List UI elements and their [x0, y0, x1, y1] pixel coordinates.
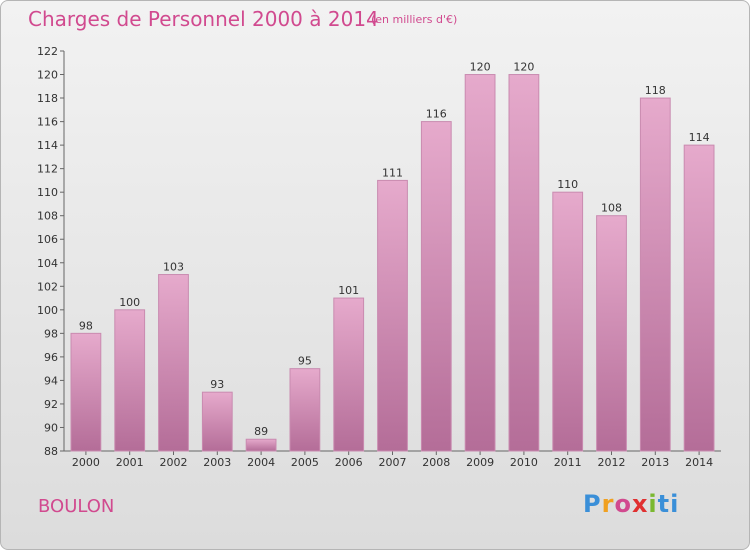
- y-tick-label: 118: [37, 92, 58, 105]
- x-tick-label-2004: 2004: [247, 456, 275, 469]
- y-tick-label: 110: [37, 186, 58, 199]
- data-label-2000: 98: [79, 319, 93, 332]
- location-label: BOULON: [38, 496, 115, 517]
- y-tick-label: 104: [37, 257, 58, 270]
- bar-2008: [420, 121, 452, 452]
- data-label-2007: 111: [382, 166, 403, 179]
- data-label-2011: 110: [557, 178, 578, 191]
- data-label-2005: 95: [298, 355, 312, 368]
- y-tick-label: 102: [37, 280, 58, 293]
- bar-2001: [114, 309, 146, 452]
- x-tick-label-2006: 2006: [335, 456, 363, 469]
- x-tick-label-2008: 2008: [422, 456, 450, 469]
- data-label-2002: 103: [163, 261, 184, 274]
- y-tick-label: 96: [44, 351, 58, 364]
- y-tick-label: 98: [44, 327, 58, 340]
- proxiti-logo: Proxiti: [583, 490, 680, 518]
- data-label-2003: 93: [210, 378, 224, 391]
- y-tick-label: 114: [37, 139, 58, 152]
- y-tick-label: 90: [44, 421, 58, 434]
- bar-2009: [464, 74, 496, 452]
- chart-title: Charges de Personnel 2000 à 2014: [28, 7, 379, 31]
- y-tick-label: 120: [37, 69, 58, 82]
- x-tick-label-2007: 2007: [379, 456, 407, 469]
- data-label-2012: 108: [601, 202, 622, 215]
- x-tick-label-2012: 2012: [598, 456, 626, 469]
- data-label-2014: 114: [689, 131, 710, 144]
- y-tick-label: 108: [37, 210, 58, 223]
- bar-2006: [333, 297, 365, 452]
- x-tick-label-2011: 2011: [554, 456, 582, 469]
- x-tick-label-2002: 2002: [160, 456, 188, 469]
- x-tick-label-2003: 2003: [203, 456, 231, 469]
- bar-2007: [377, 179, 408, 452]
- y-tick-label: 116: [37, 116, 58, 129]
- bar-2010: [508, 74, 540, 452]
- data-label-2001: 100: [119, 296, 140, 309]
- bar-2012: [596, 215, 627, 452]
- x-tick-label-2001: 2001: [116, 456, 144, 469]
- x-tick-label-2000: 2000: [72, 456, 100, 469]
- bar-2005: [289, 368, 321, 452]
- data-label-2009: 120: [470, 61, 491, 74]
- x-tick-label-2009: 2009: [466, 456, 494, 469]
- x-tick-label-2010: 2010: [510, 456, 538, 469]
- x-tick-label-2005: 2005: [291, 456, 319, 469]
- bar-2003: [201, 391, 233, 452]
- bar-2002: [158, 274, 189, 452]
- y-tick-label: 122: [37, 45, 58, 58]
- y-tick-label: 100: [37, 304, 58, 317]
- bar-2000: [70, 332, 102, 452]
- y-tick-label: 106: [37, 233, 58, 246]
- y-tick-label: 94: [44, 374, 58, 387]
- bar-2011: [552, 191, 584, 452]
- data-label-2004: 89: [254, 425, 268, 438]
- data-label-2013: 118: [645, 84, 666, 97]
- x-tick-label-2013: 2013: [641, 456, 669, 469]
- bar-2013: [639, 97, 671, 452]
- data-label-2010: 120: [513, 61, 534, 74]
- data-label-2006: 101: [338, 284, 359, 297]
- y-tick-label: 112: [37, 163, 58, 176]
- x-tick-label-2014: 2014: [685, 456, 713, 469]
- bar-2014: [683, 144, 715, 452]
- bar-2004: [245, 438, 277, 452]
- y-tick-label: 92: [44, 398, 58, 411]
- chart-subtitle: (en milliers d'€): [371, 13, 458, 26]
- data-label-2008: 116: [426, 108, 447, 121]
- y-tick-label: 88: [44, 445, 58, 458]
